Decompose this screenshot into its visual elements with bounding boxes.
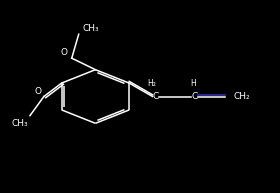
Text: C: C — [191, 92, 197, 101]
Text: CH₃: CH₃ — [12, 119, 29, 128]
Text: CH₃: CH₃ — [83, 24, 99, 33]
Text: C: C — [152, 92, 158, 101]
Text: O: O — [60, 48, 67, 57]
Text: O: O — [34, 86, 41, 96]
Text: H: H — [190, 79, 196, 88]
Text: H₂: H₂ — [148, 79, 157, 88]
Text: CH₂: CH₂ — [233, 92, 250, 101]
